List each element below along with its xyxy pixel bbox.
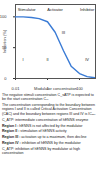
svg-text:100: 100 [76, 86, 83, 91]
svg-text:III: III [62, 30, 65, 35]
html-text:Region III : activation up to: Region III : activation up to a maximum,… [2, 135, 87, 140]
html-text:Region IV : inhibition of hENN: Region IV : inhibition of hENNS by the m… [2, 141, 81, 146]
svg-text:II: II [46, 57, 48, 62]
svg-text:Inhibitor: Inhibitor [80, 7, 95, 12]
html-text:Region II : stimulation of hEN: Region II : stimulation of hENNS activit… [2, 129, 67, 134]
svg-text:Inhibition (%): Inhibition (%) [2, 29, 7, 53]
svg-text:100: 100 [0, 14, 7, 19]
svg-text:IV: IV [85, 57, 89, 62]
svg-text:0.01: 0.01 [12, 86, 21, 91]
svg-text:0: 0 [4, 76, 7, 81]
html-text:Region I : hENNS is not affect: Region I : hENNS is not affected by the … [2, 123, 83, 128]
svg-text:Modulator concentration: Modulator concentration [34, 86, 77, 91]
html-text:C_ATP: intermediate concentrat: C_ATP: intermediate concentration of hEN… [2, 117, 89, 122]
svg-text:I: I [23, 57, 24, 62]
svg-text:Stimulator: Stimulator [18, 7, 37, 12]
html-text:The concentration correspondin: The concentration corresponding to the b… [2, 103, 96, 116]
html-text:C_ATP: inhibition of hENNS by: C_ATP: inhibition of hENNS by modulator … [2, 147, 80, 156]
html-text:The negative stimuli concentra: The negative stimuli concentration C_sAT… [2, 93, 94, 102]
svg-text:Activator: Activator [47, 7, 63, 12]
